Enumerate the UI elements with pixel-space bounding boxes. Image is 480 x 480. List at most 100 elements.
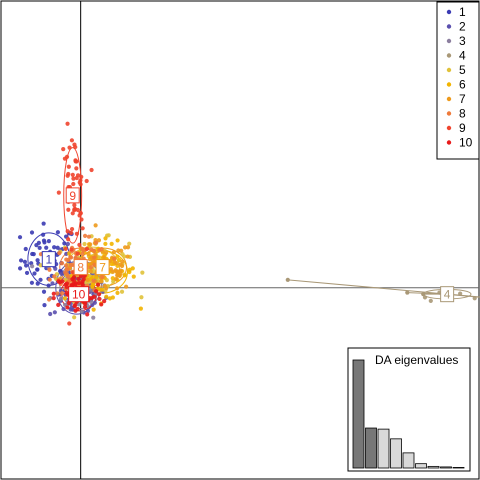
point-series-3: [30, 264, 35, 269]
eigenvalue-inset: DA eigenvalues: [347, 347, 471, 472]
point-series-6: [122, 273, 127, 278]
point-series-9: [71, 181, 76, 187]
point-series-3: [91, 315, 96, 320]
point-series-6: [138, 306, 143, 311]
point-series-7: [93, 251, 98, 257]
legend-entry-5: 5: [446, 63, 466, 77]
point-series-1: [62, 241, 67, 246]
star-line-series-4: [287, 279, 448, 295]
legend-label: 2: [459, 20, 466, 34]
cluster-label-text: 10: [72, 288, 86, 302]
point-series-7: [113, 277, 119, 282]
cluster-label-1: 1: [41, 251, 56, 268]
eigenvalue-bar: [427, 465, 440, 469]
cluster-label-7: 7: [95, 259, 110, 276]
point-series-5: [82, 241, 87, 247]
point-series-5: [106, 233, 111, 238]
point-series-9: [66, 164, 71, 169]
eigenvalue-bar: [402, 452, 415, 469]
point-series-4: [428, 298, 433, 304]
point-series-8: [100, 274, 105, 280]
eigenvalue-bar: [440, 466, 452, 469]
point-series-1: [30, 251, 35, 257]
point-series-6: [103, 241, 108, 246]
point-series-7: [85, 277, 90, 283]
point-series-1: [38, 277, 43, 282]
point-series-10: [99, 302, 104, 307]
point-series-10: [96, 292, 102, 297]
point-series-2: [85, 308, 91, 314]
point-series-8: [52, 274, 57, 279]
point-series-9: [74, 175, 79, 181]
cluster-label-box: [41, 251, 56, 268]
point-series-7: [125, 254, 130, 259]
legend-marker: [446, 96, 452, 102]
point-series-10: [51, 291, 56, 296]
point-series-9: [72, 203, 77, 208]
point-series-8: [112, 256, 117, 261]
point-series-1: [36, 240, 41, 245]
eigenvalue-bar: [377, 428, 390, 469]
point-series-9: [75, 207, 80, 213]
point-series-9: [84, 178, 89, 184]
point-series-10: [94, 289, 99, 294]
point-series-10: [76, 280, 82, 286]
point-series-8: [68, 255, 74, 260]
point-series-9: [61, 147, 66, 152]
eigenvalue-bar: [390, 438, 402, 469]
point-series-1: [35, 267, 40, 272]
point-series-8: [64, 263, 69, 268]
point-series-6: [94, 274, 99, 280]
point-series-8: [73, 255, 78, 260]
point-series-2: [64, 251, 69, 256]
point-series-8: [46, 297, 52, 302]
point-series-7: [86, 251, 91, 257]
point-series-9: [66, 237, 71, 242]
cluster-label-text: 4: [444, 288, 451, 302]
cluster-label-text: 1: [45, 253, 52, 267]
legend-marker: [446, 125, 452, 131]
point-series-9: [65, 229, 70, 234]
point-series-9: [66, 207, 71, 212]
point-series-9: [69, 138, 74, 143]
point-series-9: [56, 190, 61, 195]
point-series-7: [119, 248, 124, 253]
legend-entry-7: 7: [446, 92, 466, 106]
point-series-5: [119, 289, 125, 294]
legend-label: 9: [459, 121, 466, 135]
legend-marker: [446, 38, 452, 44]
legend-label: 1: [459, 5, 466, 19]
point-series-6: [91, 274, 96, 280]
cluster-labels-layer: 1 4 7 8 9 10: [41, 187, 455, 303]
point-series-5: [140, 270, 145, 275]
point-series-6: [115, 290, 120, 295]
point-series-6: [107, 296, 113, 301]
point-series-1: [35, 281, 40, 286]
point-series-8: [65, 267, 70, 272]
legend-label: 5: [459, 63, 466, 77]
point-series-3: [58, 296, 64, 301]
point-series-9: [80, 226, 85, 231]
point-series-1: [55, 230, 60, 235]
legend-marker: [446, 111, 452, 116]
point-series-6: [91, 307, 96, 312]
point-series-9: [73, 159, 78, 164]
point-series-1: [46, 283, 51, 288]
point-series-9: [84, 246, 90, 252]
legend-marker: [446, 24, 452, 29]
point-series-1: [24, 270, 30, 276]
point-series-9: [74, 166, 79, 171]
point-series-1: [29, 230, 35, 235]
legend-entry-10: 10: [446, 136, 473, 150]
point-series-7: [114, 269, 119, 274]
point-series-9: [75, 251, 80, 256]
legend-entry-6: 6: [446, 78, 466, 92]
point-series-2: [53, 266, 58, 271]
point-series-5: [111, 279, 116, 284]
point-series-10: [81, 277, 86, 282]
legend-entry-3: 3: [446, 34, 466, 48]
point-series-8: [60, 291, 65, 296]
point-series-5: [38, 263, 43, 268]
point-series-1: [17, 235, 23, 240]
point-series-9: [69, 230, 74, 235]
